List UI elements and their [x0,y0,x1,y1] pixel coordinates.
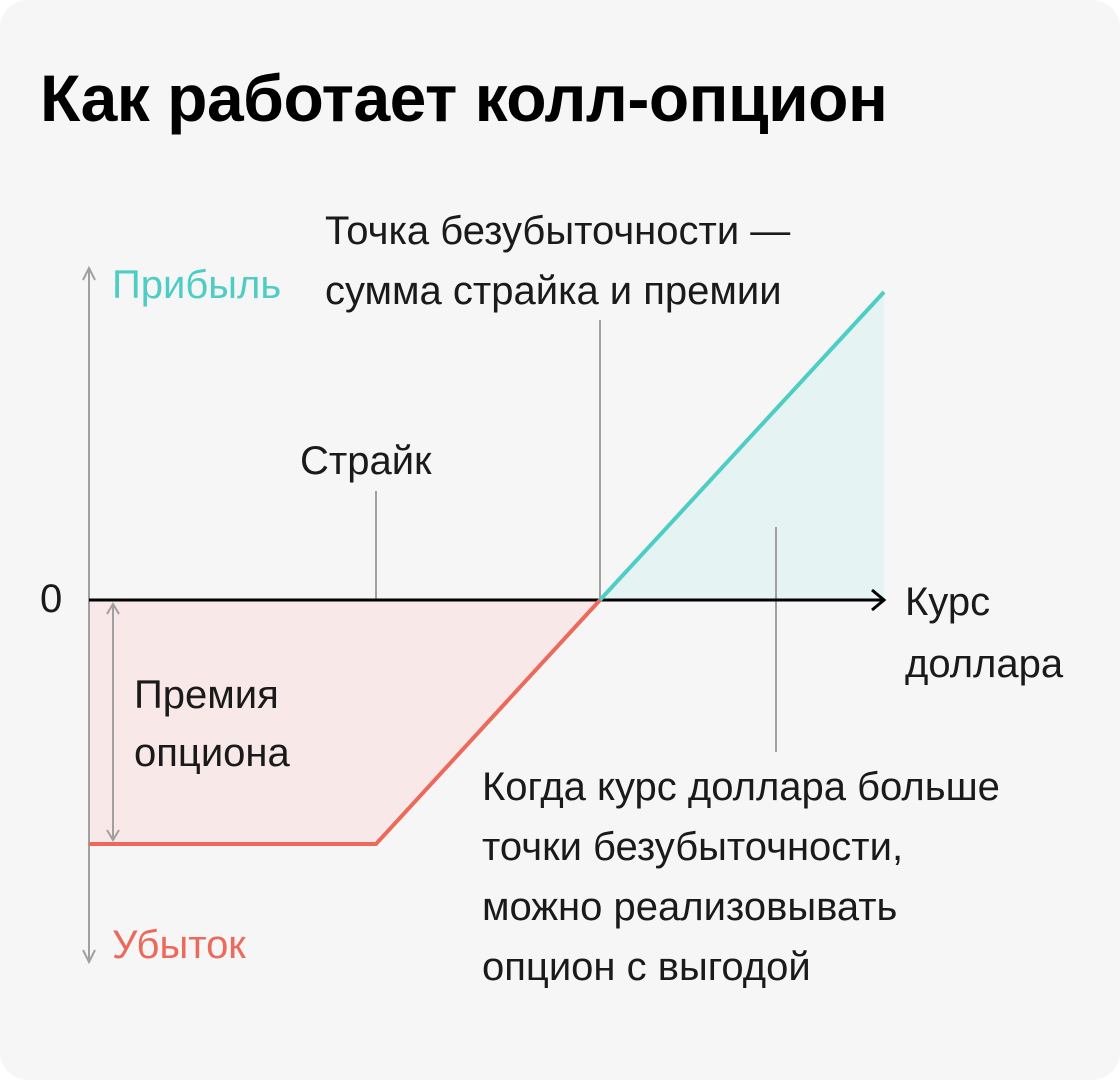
profit-note-line1: Когда курс доллара больше [482,765,1000,809]
loss-payoff-line [89,598,602,846]
breakeven-label-line2: сумма страйка и премии [325,269,782,313]
x-axis-label-line1: Курс [905,580,990,624]
zero-label: 0 [40,577,62,621]
premium-label-line2: опциона [134,731,290,775]
y-axis-loss-label: Убыток [112,923,246,967]
x-axis [89,588,887,612]
page-title: Как работает колл-опцион [40,61,888,135]
profit-payoff-line [598,290,886,602]
premium-double-arrow [106,602,120,842]
y-axis [82,265,96,965]
strike-label: Страйк [300,439,432,483]
premium-label-line1: Премия [134,673,279,717]
profit-note-line4: опцион с выгодой [482,945,811,989]
profit-note-line3: можно реализовывать [482,885,897,929]
y-axis-profit-label: Прибыль [112,263,281,307]
profit-note-line2: точки безубыточности, [482,825,903,869]
loss-area [89,600,600,844]
x-axis-label-line2: доллара [905,642,1064,686]
breakeven-label-line1: Точка безубыточности — [325,209,790,253]
